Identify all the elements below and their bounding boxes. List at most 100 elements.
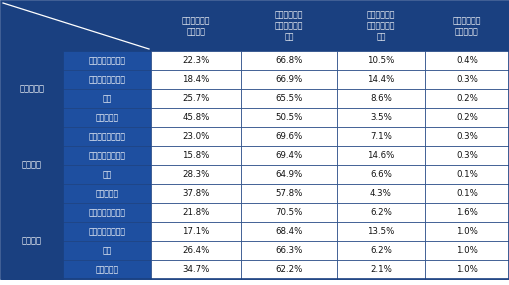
Bar	[336, 70, 424, 89]
Bar	[63, 89, 151, 108]
Text: 22.3%: 22.3%	[182, 56, 209, 65]
Text: 69.6%: 69.6%	[275, 132, 302, 141]
Text: 8.6%: 8.6%	[370, 94, 391, 103]
Text: 4.3%: 4.3%	[370, 189, 391, 198]
Bar	[63, 108, 151, 127]
Bar	[151, 108, 241, 127]
Text: 25.7%: 25.7%	[182, 94, 209, 103]
Bar	[336, 89, 424, 108]
Bar	[63, 70, 151, 89]
Text: 知識・理解: 知識・理解	[95, 265, 118, 274]
Bar	[63, 127, 151, 146]
Text: 68.4%: 68.4%	[275, 227, 302, 236]
Text: 66.9%: 66.9%	[275, 75, 302, 84]
Bar	[424, 146, 508, 165]
Text: 関心・意欲・態度: 関心・意欲・態度	[89, 56, 125, 65]
Text: 0.2%: 0.2%	[455, 113, 477, 122]
Text: 関心・意欲・態度: 関心・意欲・態度	[89, 208, 125, 217]
Text: 28.3%: 28.3%	[182, 170, 209, 179]
Bar	[151, 241, 241, 260]
Bar	[424, 260, 508, 279]
Text: 知識・理解: 知識・理解	[95, 189, 118, 198]
Bar	[1, 51, 63, 127]
Bar	[241, 165, 336, 184]
Text: 0.1%: 0.1%	[455, 189, 477, 198]
Text: 総合学科: 総合学科	[22, 237, 42, 245]
Bar	[241, 222, 336, 241]
Bar	[424, 108, 508, 127]
Bar	[336, 51, 424, 70]
Text: 1.0%: 1.0%	[455, 246, 477, 255]
Text: 13.5%: 13.5%	[366, 227, 394, 236]
Text: 69.4%: 69.4%	[275, 151, 302, 160]
Bar	[151, 146, 241, 165]
Bar	[241, 89, 336, 108]
Bar	[241, 70, 336, 89]
Text: 関心・意欲・態度: 関心・意欲・態度	[89, 132, 125, 141]
Text: 21.8%: 21.8%	[182, 208, 209, 217]
Text: 64.9%: 64.9%	[275, 170, 302, 179]
Bar	[336, 165, 424, 184]
Bar	[336, 241, 424, 260]
Bar	[63, 203, 151, 222]
Text: 思考・判断・表現: 思考・判断・表現	[89, 227, 125, 236]
Text: 6.6%: 6.6%	[370, 170, 391, 179]
Text: 0.1%: 0.1%	[455, 170, 477, 179]
Bar	[151, 51, 241, 70]
Text: 1.0%: 1.0%	[455, 265, 477, 274]
Bar	[336, 127, 424, 146]
Bar	[336, 260, 424, 279]
Bar	[63, 51, 151, 70]
Bar	[151, 184, 241, 203]
Text: 専門学科: 専門学科	[22, 160, 42, 170]
Text: 70.5%: 70.5%	[275, 208, 302, 217]
Text: 23.0%: 23.0%	[182, 132, 209, 141]
Text: 18.4%: 18.4%	[182, 75, 209, 84]
Text: 45.8%: 45.8%	[182, 113, 209, 122]
Bar	[151, 222, 241, 241]
Bar	[424, 70, 508, 89]
Text: 37.8%: 37.8%	[182, 189, 209, 198]
Text: ある程度円滑
に実施できて
いる: ある程度円滑 に実施できて いる	[274, 11, 303, 41]
Bar	[241, 108, 336, 127]
Text: 6.2%: 6.2%	[370, 246, 391, 255]
Bar	[336, 146, 424, 165]
Text: あまり円滑に
実施できてい
ない: あまり円滑に 実施できてい ない	[366, 11, 394, 41]
Text: 知識・理解: 知識・理解	[95, 113, 118, 122]
Text: 技能: 技能	[102, 170, 111, 179]
Bar	[1, 203, 63, 279]
Bar	[424, 184, 508, 203]
Text: 思考・判断・表現: 思考・判断・表現	[89, 75, 125, 84]
Text: 65.5%: 65.5%	[275, 94, 302, 103]
Text: 14.6%: 14.6%	[366, 151, 394, 160]
Bar	[63, 241, 151, 260]
Text: 6.2%: 6.2%	[370, 208, 391, 217]
Bar	[1, 1, 151, 51]
Bar	[151, 203, 241, 222]
Text: 1.6%: 1.6%	[455, 208, 477, 217]
Bar	[336, 184, 424, 203]
Text: 普　通　科: 普 通 科	[19, 84, 44, 93]
Text: 66.8%: 66.8%	[275, 56, 302, 65]
Bar	[241, 127, 336, 146]
Text: 円滑に実施で
きている: 円滑に実施で きている	[181, 16, 210, 36]
Text: 57.8%: 57.8%	[275, 189, 302, 198]
Bar	[241, 1, 336, 51]
Text: 14.4%: 14.4%	[366, 75, 394, 84]
Text: 技能: 技能	[102, 246, 111, 255]
Text: 2.1%: 2.1%	[370, 265, 391, 274]
Bar	[63, 165, 151, 184]
Text: 7.1%: 7.1%	[370, 132, 391, 141]
Bar	[151, 1, 241, 51]
Bar	[336, 203, 424, 222]
Text: 0.4%: 0.4%	[455, 56, 477, 65]
Bar	[63, 146, 151, 165]
Bar	[336, 222, 424, 241]
Text: 50.5%: 50.5%	[275, 113, 302, 122]
Bar	[424, 222, 508, 241]
Bar	[336, 108, 424, 127]
Bar	[151, 127, 241, 146]
Text: 34.7%: 34.7%	[182, 265, 209, 274]
Bar	[424, 165, 508, 184]
Bar	[1, 127, 63, 203]
